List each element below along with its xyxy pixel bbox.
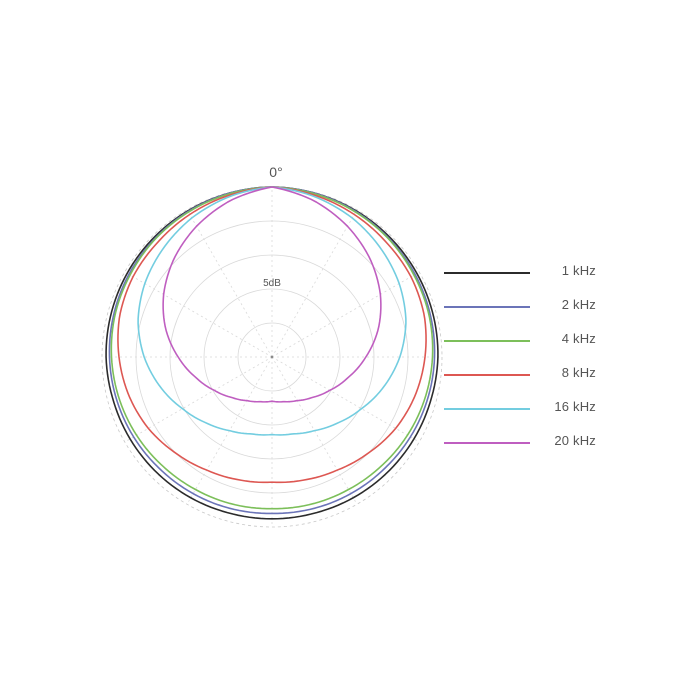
legend-item-4khz: 4 kHz — [440, 324, 610, 358]
legend-swatch — [444, 272, 530, 274]
legend-item-8khz: 8 kHz — [440, 358, 610, 392]
legend-item-1khz: 1 kHz — [440, 256, 610, 290]
legend: 1 kHz 2 kHz 4 kHz 8 kHz 16 kHz 20 kHz — [440, 256, 610, 460]
series-line-1khz — [105, 186, 439, 520]
angle-label-0: 0° — [269, 164, 282, 180]
legend-label: 16 kHz — [554, 399, 596, 414]
series-line-16khz — [137, 186, 407, 436]
legend-label: 20 kHz — [554, 433, 596, 448]
grid-spoke — [271, 356, 420, 443]
grid-spoke — [124, 356, 273, 443]
series-line-20khz — [162, 186, 382, 403]
legend-swatch — [444, 340, 530, 342]
series-line-2khz — [108, 186, 436, 515]
legend-item-2khz: 2 kHz — [440, 290, 610, 324]
grid-spoke — [186, 209, 273, 358]
grid-spoke — [124, 271, 273, 358]
legend-label: 4 kHz — [561, 331, 596, 346]
radial-tick-label: 5dB — [263, 278, 281, 289]
grid-spoke — [271, 271, 420, 358]
grid-ring — [237, 322, 307, 392]
grid-ring — [203, 288, 341, 426]
legend-swatch — [444, 442, 530, 444]
legend-swatch — [444, 408, 530, 410]
grid-spoke — [271, 209, 358, 358]
legend-label: 2 kHz — [561, 297, 596, 312]
legend-item-16khz: 16 kHz — [440, 392, 610, 426]
legend-swatch — [444, 374, 530, 376]
legend-swatch — [444, 306, 530, 308]
legend-item-20khz: 20 kHz — [440, 426, 610, 460]
legend-label: 1 kHz — [561, 263, 596, 278]
series-line-4khz — [110, 186, 434, 510]
legend-label: 8 kHz — [561, 365, 596, 380]
centre-point — [270, 355, 274, 359]
series-group — [105, 186, 439, 520]
series-line-8khz — [117, 186, 427, 484]
